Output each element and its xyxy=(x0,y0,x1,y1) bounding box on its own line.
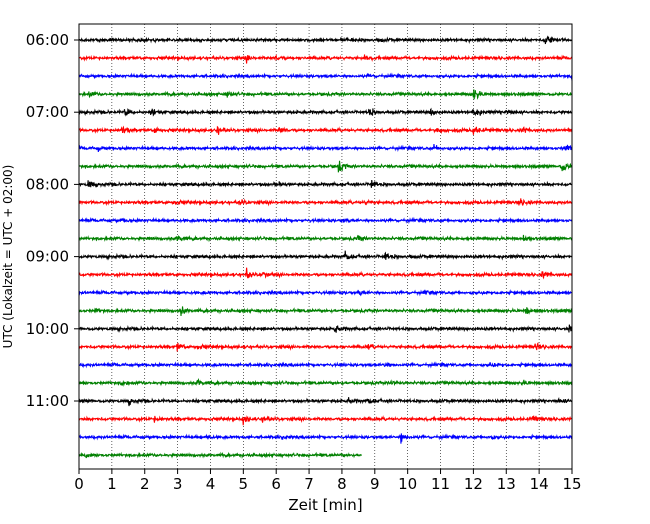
x-tick-label: 6 xyxy=(271,475,281,493)
trace-1030 xyxy=(78,361,573,369)
trace-0730 xyxy=(78,143,573,152)
x-tick-label: 14 xyxy=(530,475,549,493)
y-axis-label: UTC (Lokalzeit = UTC + 02:00) xyxy=(1,165,15,349)
trace-0900 xyxy=(78,250,573,261)
trace-1115 xyxy=(78,415,573,426)
grid-lines xyxy=(111,24,540,469)
y-tick-label: 09:00 xyxy=(26,248,69,266)
x-tick-label: 15 xyxy=(562,475,581,493)
trace-1000 xyxy=(78,324,573,333)
x-tick-label: 12 xyxy=(464,475,483,493)
y-tick-label: 07:00 xyxy=(26,103,69,121)
x-tick-label: 7 xyxy=(304,475,314,493)
trace-1130 xyxy=(78,433,573,444)
axes-frame xyxy=(78,23,573,470)
trace-0845 xyxy=(78,234,573,243)
trace-1100 xyxy=(78,396,573,407)
x-tick-label: 10 xyxy=(398,475,417,493)
trace-0815 xyxy=(78,198,573,207)
trace-1045 xyxy=(78,378,573,387)
trace-0915 xyxy=(78,267,573,280)
trace-0645 xyxy=(78,89,573,100)
x-tick-label: 0 xyxy=(74,475,84,493)
y-tick-label: 08:00 xyxy=(26,175,69,193)
trace-0800 xyxy=(78,179,573,189)
trace-0830 xyxy=(78,216,573,225)
x-tick-label: 2 xyxy=(140,475,150,493)
trace-0700 xyxy=(78,107,573,117)
x-tick-label: 8 xyxy=(337,475,347,493)
x-tick-label: 11 xyxy=(431,475,450,493)
x-tick-label: 9 xyxy=(370,475,380,493)
trace-0630 xyxy=(78,72,573,81)
trace-0930 xyxy=(78,289,573,297)
x-tick-label: 5 xyxy=(239,475,249,493)
trace-0715 xyxy=(78,125,573,135)
x-axis-label: Zeit [min] xyxy=(288,496,362,514)
x-tick-label: 13 xyxy=(497,475,516,493)
y-axis-ticks: 06:00 07:00 08:00 09:00 10:00 11:00 xyxy=(26,31,79,410)
trace-0745 xyxy=(78,160,573,173)
trace-rows xyxy=(78,35,573,459)
trace-1145 xyxy=(78,451,362,459)
trace-0615 xyxy=(78,53,573,64)
x-tick-label: 3 xyxy=(173,475,183,493)
x-axis-ticks: 0 1 2 3 4 5 6 7 8 9 10 11 12 13 14 15 xyxy=(74,469,582,493)
x-tick-label: 4 xyxy=(206,475,216,493)
trace-0945 xyxy=(78,306,573,317)
y-tick-label: 11:00 xyxy=(26,392,69,410)
trace-0600 xyxy=(78,35,573,45)
x-tick-label: 1 xyxy=(107,475,117,493)
y-tick-label: 06:00 xyxy=(26,31,69,49)
y-tick-label: 10:00 xyxy=(26,320,69,338)
trace-1015 xyxy=(78,342,573,352)
